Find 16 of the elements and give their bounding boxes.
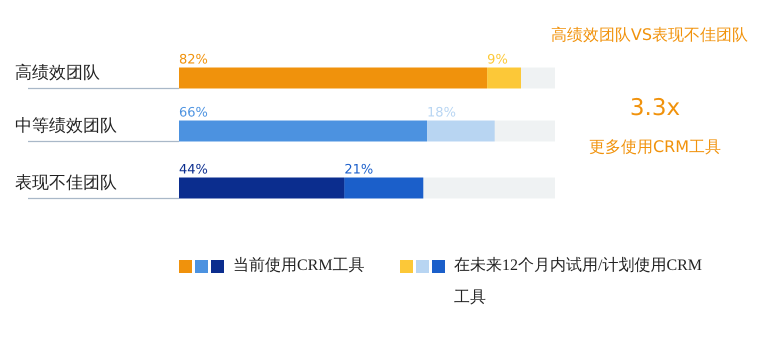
text: 更多使用CRM工具	[588, 137, 722, 156]
bar	[179, 68, 488, 88]
data-label: 21%	[344, 162, 374, 178]
bar	[179, 178, 344, 198]
data-label: 18%	[427, 106, 456, 120]
legend-label: 当前使用CRM工具	[233, 256, 366, 276]
legend-label: 在未来12个月内试用/计划使用CRM工具	[454, 256, 704, 308]
data-label: 82%	[179, 52, 208, 68]
text: 3.3x	[630, 95, 680, 121]
data-label: 66%	[179, 106, 208, 120]
y-tick-label: 表现不佳团队	[15, 173, 117, 192]
y-tick-label: 中等绩效团队	[15, 116, 117, 135]
data-label: 9%	[487, 52, 508, 68]
y-tick-label: 高绩效团队	[15, 63, 100, 82]
data-label: 44%	[179, 162, 208, 178]
text: 高绩效团队VS表现不佳团队	[550, 25, 748, 44]
